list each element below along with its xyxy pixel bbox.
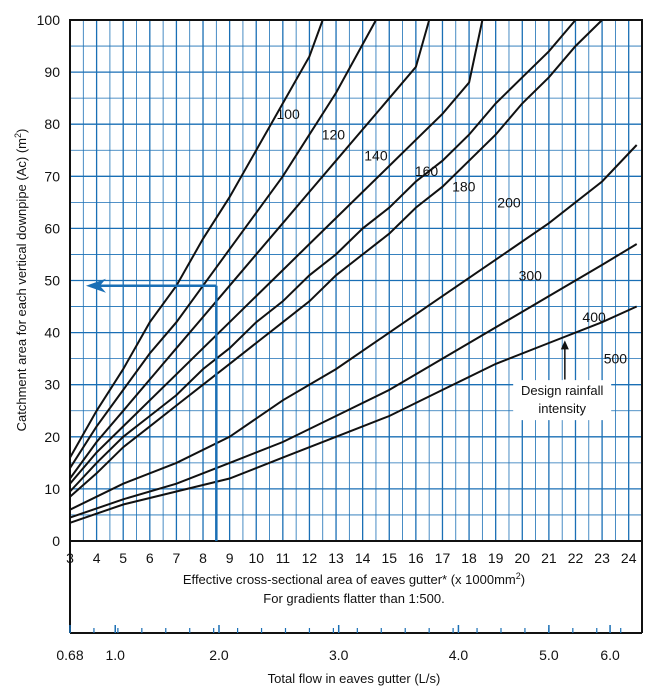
x-tick-label: 22 — [568, 550, 584, 566]
x-tick-label: 5 — [119, 550, 127, 566]
x-tick-label: 8 — [199, 550, 207, 566]
series-label-200: 200 — [497, 194, 521, 210]
y-tick-label: 40 — [44, 325, 60, 341]
y-tick-label: 50 — [44, 273, 60, 289]
example-path — [85, 278, 218, 541]
x-tick-label: 21 — [541, 550, 557, 566]
x-axis-title-close: ) — [521, 572, 525, 587]
x-axis-title-main: Effective cross-sectional area of eaves … — [183, 572, 516, 587]
x-tick-label: 12 — [302, 550, 318, 566]
series-line-100 — [69, 19, 324, 459]
series-line-200 — [69, 19, 603, 498]
y-tick-label: 20 — [44, 429, 60, 445]
y-axis-title-unit: (m — [14, 138, 29, 153]
flow-axis-label: 2.0 — [209, 647, 229, 663]
series-line-300 — [69, 144, 638, 511]
tick-group: 0 10 20 30 40 50 60 70 80 90 100 3 4 5 6 7 8 9 10 11 12 13 14 1… — [37, 12, 637, 663]
annotation-text-line2: intensity — [538, 401, 586, 416]
x-axis-title-line2: For gradients flatter than 1:500. — [263, 591, 444, 606]
x-tick-label: 6 — [146, 550, 154, 566]
y-tick-label: 10 — [44, 481, 60, 497]
x-axis-title-sup: 2 — [516, 571, 521, 581]
flow-axis-title: Total flow in eaves gutter (L/s) — [268, 671, 441, 686]
flow-axis-label: 5.0 — [539, 647, 559, 663]
y-tick-label: 80 — [44, 116, 60, 132]
series-label-300: 300 — [519, 267, 543, 283]
series-label-group: 100 120 140 160 180 200 300 400 500 — [276, 106, 627, 367]
annotation-text-line1: Design rainfall — [521, 383, 603, 398]
x-tick-label: 3 — [66, 550, 74, 566]
series-label-500: 500 — [604, 351, 628, 367]
x-tick-label: 16 — [408, 550, 424, 566]
flow-axis-label: 6.0 — [600, 647, 620, 663]
flow-axis-label: 0.68 — [56, 647, 83, 663]
series-line-180 — [69, 19, 577, 493]
series-label-100: 100 — [276, 106, 300, 122]
annotation-arrowhead — [560, 340, 569, 350]
x-tick-label: 19 — [488, 550, 504, 566]
x-tick-label: 13 — [328, 550, 344, 566]
x-tick-label: 23 — [594, 550, 610, 566]
x-tick-label: 4 — [93, 550, 101, 566]
x-tick-label: 11 — [276, 550, 291, 566]
x-tick-label: 17 — [435, 550, 451, 566]
example-arrowhead — [85, 278, 106, 293]
y-tick-label: 100 — [37, 12, 61, 28]
y-tick-label: 60 — [44, 220, 60, 236]
x-tick-label: 15 — [381, 550, 397, 566]
flow-axis-label: 3.0 — [329, 647, 349, 663]
flow-axis-label: 4.0 — [449, 647, 469, 663]
y-tick-label: 70 — [44, 168, 60, 184]
x-tick-label: 14 — [355, 550, 371, 566]
annotation: Design rainfall intensity — [513, 340, 612, 421]
x-tick-label: 9 — [226, 550, 234, 566]
series-line-140 — [69, 19, 431, 480]
annotation-background — [513, 380, 612, 421]
series-label-120: 120 — [322, 127, 346, 143]
y-axis-title: Catchment area for each vertical downpip… — [13, 129, 29, 432]
x-tick-label: 10 — [248, 550, 264, 566]
y-axis-title-unit-close: ) — [14, 129, 29, 133]
series-line-120 — [69, 19, 377, 469]
flow-axis-label: 1.0 — [105, 647, 125, 663]
y-tick-label: 30 — [44, 377, 60, 393]
curve-group — [69, 19, 638, 524]
y-tick-label: 90 — [44, 64, 60, 80]
y-tick-label: 0 — [52, 533, 60, 549]
series-line-500 — [69, 305, 638, 524]
y-axis-title-main: Catchment area for each vertical downpip… — [14, 157, 29, 432]
series-line-160 — [69, 19, 484, 485]
series-label-400: 400 — [582, 309, 606, 325]
series-label-160: 160 — [415, 163, 439, 179]
x-tick-label: 18 — [461, 550, 477, 566]
plot-frame — [69, 19, 643, 542]
x-tick-label: 7 — [173, 550, 181, 566]
x-tick-label: 20 — [514, 550, 530, 566]
y-axis-title-unit-sup: 2 — [13, 133, 23, 138]
series-label-140: 140 — [364, 147, 388, 163]
x-axis-title-line1: Effective cross-sectional area of eaves … — [183, 571, 525, 587]
x-tick-label: 24 — [621, 550, 637, 566]
series-label-180: 180 — [452, 179, 476, 195]
grid — [69, 19, 643, 634]
series-line-400 — [69, 243, 638, 519]
